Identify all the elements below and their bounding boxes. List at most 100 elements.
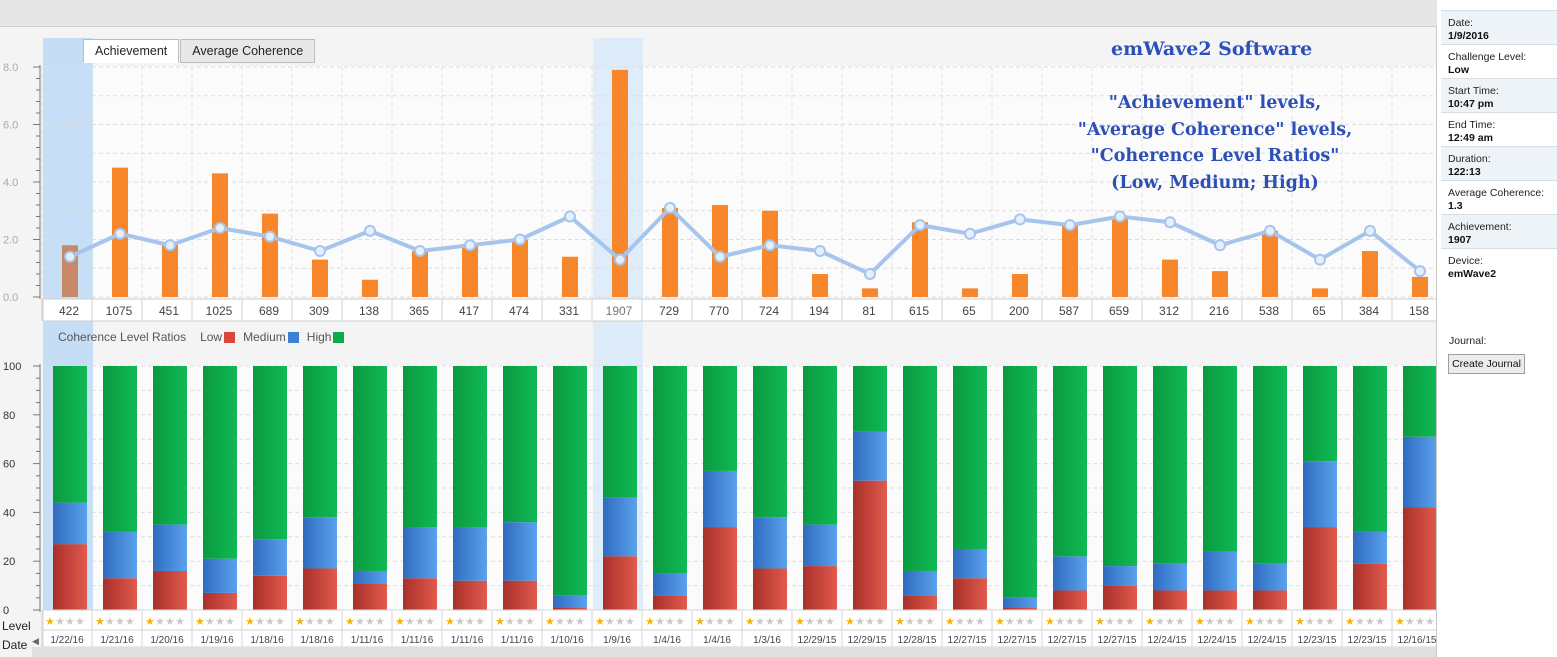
date-label[interactable]: 12/24/15	[1148, 635, 1187, 646]
date-label[interactable]: 12/27/15	[948, 635, 987, 646]
ratio-bar-medium[interactable]	[153, 524, 187, 571]
achievement-bar[interactable]	[212, 173, 228, 297]
category-label[interactable]: 309	[309, 304, 329, 318]
ratio-bar-high[interactable]	[1253, 366, 1287, 564]
ratio-bar-high[interactable]	[1303, 366, 1337, 462]
ratio-bar-low[interactable]	[303, 568, 337, 610]
category-label[interactable]: 451	[159, 304, 179, 318]
ratio-bar-high[interactable]	[203, 366, 237, 559]
achievement-bar[interactable]	[1162, 259, 1178, 297]
ratio-bar-low[interactable]	[53, 544, 87, 610]
date-label[interactable]: 12/27/15	[1048, 635, 1087, 646]
tab-average-coherence[interactable]: Average Coherence	[180, 39, 316, 63]
date-label[interactable]: 1/11/16	[351, 635, 384, 646]
date-label[interactable]: 1/20/16	[150, 635, 184, 646]
ratio-bar-high[interactable]	[153, 366, 187, 525]
category-label[interactable]: 724	[759, 304, 779, 318]
coherence-point[interactable]	[1414, 265, 1426, 278]
ratio-bar-low[interactable]	[153, 570, 187, 610]
date-label[interactable]: 1/11/16	[401, 635, 434, 646]
ratio-bar-medium[interactable]	[453, 527, 487, 581]
ratio-bar-low[interactable]	[803, 566, 837, 610]
date-label[interactable]: 1/21/16	[100, 635, 134, 646]
coherence-point[interactable]	[464, 239, 476, 252]
coherence-point[interactable]	[1314, 253, 1326, 266]
category-label[interactable]: 65	[1312, 304, 1326, 318]
ratio-bar-low[interactable]	[853, 480, 887, 610]
ratio-bar-medium[interactable]	[1203, 551, 1237, 591]
ratio-bar-medium[interactable]	[703, 470, 737, 528]
ratio-bar-low[interactable]	[653, 595, 687, 610]
ratio-bar-high[interactable]	[553, 366, 587, 596]
ratio-bar-medium[interactable]	[1403, 436, 1437, 508]
ratio-bar-low[interactable]	[1353, 563, 1387, 610]
ratio-bar-medium[interactable]	[603, 497, 637, 557]
ratio-bar-low[interactable]	[603, 556, 637, 610]
ratio-bar-low[interactable]	[903, 595, 937, 610]
ratio-bar-high[interactable]	[103, 366, 137, 532]
category-label[interactable]: 474	[509, 304, 529, 318]
ratio-bar-medium[interactable]	[653, 573, 687, 596]
date-label[interactable]: 12/27/15	[998, 635, 1037, 646]
date-label[interactable]: 1/9/16	[603, 635, 631, 646]
date-label[interactable]: 12/23/15	[1348, 635, 1387, 646]
ratio-bar-medium[interactable]	[1003, 597, 1037, 608]
coherence-point[interactable]	[1014, 213, 1026, 226]
ratio-bar-low[interactable]	[103, 578, 137, 610]
ratio-bar-high[interactable]	[253, 366, 287, 540]
ratio-bar-medium[interactable]	[1253, 563, 1287, 591]
achievement-bar[interactable]	[812, 274, 828, 297]
ratio-bar-low[interactable]	[203, 592, 237, 610]
ratio-bar-low[interactable]	[1403, 507, 1437, 610]
ratio-bar-high[interactable]	[1153, 366, 1187, 564]
achievement-bar[interactable]	[1212, 271, 1228, 297]
category-label[interactable]: 194	[809, 304, 829, 318]
ratio-bar-high[interactable]	[1053, 366, 1087, 557]
date-label[interactable]: 12/28/15	[898, 635, 937, 646]
coherence-point[interactable]	[1114, 210, 1126, 223]
category-label[interactable]: 1075	[106, 304, 133, 318]
coherence-point[interactable]	[264, 230, 276, 243]
coherence-point[interactable]	[214, 222, 226, 234]
ratio-bar-high[interactable]	[803, 366, 837, 525]
coherence-point[interactable]	[614, 253, 626, 266]
create-journal-button[interactable]: Create Journal	[1448, 354, 1525, 374]
ratio-bar-medium[interactable]	[1103, 566, 1137, 586]
achievement-bar[interactable]	[762, 210, 778, 297]
coherence-point[interactable]	[764, 239, 776, 252]
horizontal-scrollbar[interactable]	[32, 647, 1436, 657]
ratio-bar-medium[interactable]	[53, 502, 87, 545]
date-label[interactable]: 1/18/16	[250, 635, 284, 646]
achievement-bar[interactable]	[862, 288, 878, 297]
ratio-bar-high[interactable]	[303, 366, 337, 518]
coherence-point[interactable]	[414, 245, 426, 257]
date-label[interactable]: 12/24/15	[1198, 635, 1237, 646]
coherence-point[interactable]	[1214, 239, 1226, 252]
coherence-point[interactable]	[714, 250, 726, 263]
ratio-bar-high[interactable]	[1403, 366, 1437, 437]
ratio-bar-low[interactable]	[1003, 607, 1037, 610]
ratio-bar-high[interactable]	[953, 366, 987, 549]
date-label[interactable]: 1/4/16	[703, 635, 731, 646]
ratio-bar-high[interactable]	[53, 366, 87, 503]
date-label[interactable]: 1/19/16	[200, 635, 234, 646]
date-label[interactable]: 12/27/15	[1098, 635, 1137, 646]
ratio-bar-low[interactable]	[253, 575, 287, 610]
coherence-point[interactable]	[314, 245, 326, 257]
category-label[interactable]: 1907	[606, 304, 633, 318]
category-label[interactable]: 216	[1209, 304, 1229, 318]
category-label[interactable]: 729	[659, 304, 679, 318]
ratio-bar-high[interactable]	[503, 366, 537, 523]
ratio-bar-high[interactable]	[603, 366, 637, 498]
ratio-bar-medium[interactable]	[853, 431, 887, 481]
coherence-point[interactable]	[1264, 224, 1276, 237]
date-label[interactable]: 12/23/15	[1298, 635, 1337, 646]
category-label[interactable]: 587	[1059, 304, 1079, 318]
date-label[interactable]: 1/18/16	[300, 635, 334, 646]
ratio-bar-medium[interactable]	[303, 517, 337, 569]
coherence-point[interactable]	[364, 224, 376, 237]
ratio-bar-medium[interactable]	[503, 522, 537, 581]
ratio-bar-high[interactable]	[853, 366, 887, 432]
ratio-bar-low[interactable]	[753, 568, 787, 610]
ratio-bar-medium[interactable]	[203, 558, 237, 593]
